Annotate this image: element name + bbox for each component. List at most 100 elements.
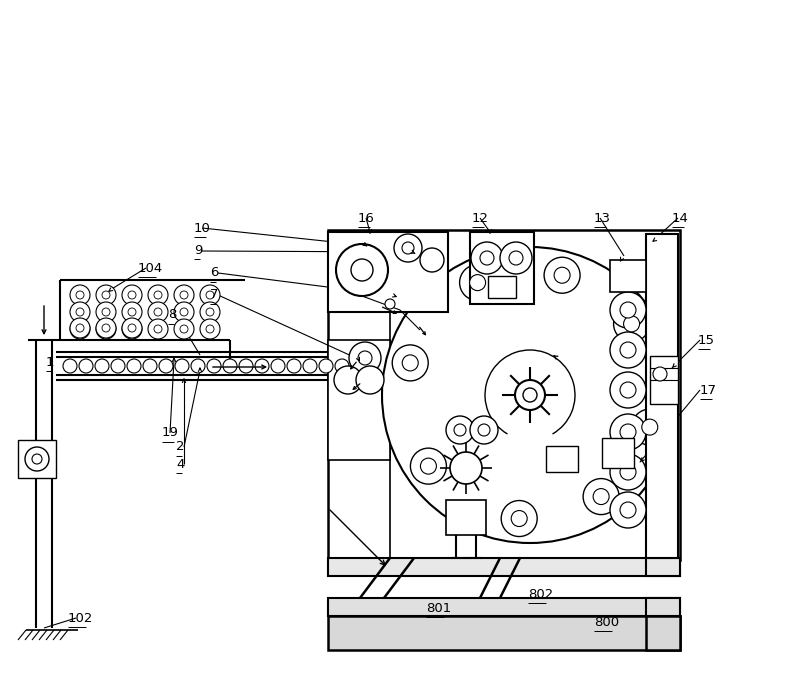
Bar xyxy=(546,446,578,472)
Text: 7: 7 xyxy=(210,289,218,302)
Text: 802: 802 xyxy=(528,588,554,601)
Circle shape xyxy=(402,355,418,371)
Circle shape xyxy=(642,419,658,435)
Circle shape xyxy=(610,372,646,408)
Circle shape xyxy=(303,359,317,373)
Circle shape xyxy=(620,342,636,358)
Bar xyxy=(646,616,680,650)
Text: 801: 801 xyxy=(426,601,451,614)
Circle shape xyxy=(175,359,189,373)
Circle shape xyxy=(200,285,220,305)
Bar xyxy=(488,276,516,298)
Text: 12: 12 xyxy=(472,212,489,225)
Circle shape xyxy=(102,324,110,332)
Bar xyxy=(610,260,646,292)
Circle shape xyxy=(154,325,162,333)
Circle shape xyxy=(102,291,110,299)
Circle shape xyxy=(515,380,545,410)
Circle shape xyxy=(63,359,77,373)
Circle shape xyxy=(620,464,636,480)
Circle shape xyxy=(511,511,527,526)
Circle shape xyxy=(122,285,142,305)
Circle shape xyxy=(501,501,537,537)
Bar xyxy=(446,500,486,535)
Circle shape xyxy=(470,416,498,444)
Text: 4: 4 xyxy=(176,458,184,471)
Circle shape xyxy=(623,316,639,332)
Circle shape xyxy=(122,318,142,338)
Circle shape xyxy=(200,302,220,322)
Circle shape xyxy=(154,308,162,316)
Circle shape xyxy=(154,291,162,299)
Circle shape xyxy=(500,242,532,274)
Circle shape xyxy=(206,291,214,299)
Bar xyxy=(18,440,56,478)
Circle shape xyxy=(122,302,142,322)
Circle shape xyxy=(180,308,188,316)
Text: 800: 800 xyxy=(594,616,619,629)
Circle shape xyxy=(454,424,466,436)
Circle shape xyxy=(191,359,205,373)
Circle shape xyxy=(335,359,349,373)
Bar xyxy=(646,558,680,576)
Circle shape xyxy=(200,319,220,339)
Circle shape xyxy=(79,359,93,373)
Circle shape xyxy=(421,458,437,474)
Circle shape xyxy=(174,319,194,339)
Circle shape xyxy=(96,302,116,322)
Circle shape xyxy=(76,325,84,333)
Circle shape xyxy=(70,302,90,322)
Circle shape xyxy=(610,492,646,528)
Bar xyxy=(328,340,390,460)
Bar xyxy=(328,232,448,312)
Circle shape xyxy=(25,447,49,471)
Circle shape xyxy=(410,448,446,484)
Circle shape xyxy=(544,257,580,294)
Circle shape xyxy=(148,302,168,322)
Circle shape xyxy=(336,244,388,296)
Circle shape xyxy=(239,359,253,373)
Circle shape xyxy=(271,359,285,373)
Circle shape xyxy=(392,345,428,381)
Circle shape xyxy=(480,251,494,265)
Circle shape xyxy=(351,359,365,373)
Circle shape xyxy=(148,285,168,305)
Circle shape xyxy=(351,259,373,281)
Circle shape xyxy=(583,479,619,515)
Circle shape xyxy=(620,502,636,518)
Circle shape xyxy=(70,319,90,339)
Circle shape xyxy=(174,302,194,322)
Circle shape xyxy=(349,342,381,374)
Circle shape xyxy=(620,302,636,318)
Text: 14: 14 xyxy=(672,212,689,225)
Circle shape xyxy=(382,247,678,543)
Circle shape xyxy=(96,319,116,339)
Circle shape xyxy=(207,359,221,373)
Bar xyxy=(650,356,678,404)
Circle shape xyxy=(420,248,444,272)
Text: 6: 6 xyxy=(210,266,218,279)
Circle shape xyxy=(111,359,125,373)
Circle shape xyxy=(96,285,116,305)
Circle shape xyxy=(593,488,609,505)
Text: 9: 9 xyxy=(194,244,202,257)
Text: 2: 2 xyxy=(176,441,185,454)
Circle shape xyxy=(223,359,237,373)
Bar xyxy=(602,438,634,468)
Bar xyxy=(328,230,680,560)
Circle shape xyxy=(446,416,474,444)
Circle shape xyxy=(206,308,214,316)
Circle shape xyxy=(394,234,422,262)
Circle shape xyxy=(620,382,636,398)
Text: 104: 104 xyxy=(138,262,163,274)
Bar xyxy=(328,598,680,616)
Circle shape xyxy=(180,291,188,299)
Circle shape xyxy=(148,319,168,339)
Circle shape xyxy=(95,359,109,373)
Circle shape xyxy=(358,351,372,365)
Circle shape xyxy=(523,388,537,402)
Bar xyxy=(470,232,534,304)
Circle shape xyxy=(614,306,650,342)
Circle shape xyxy=(554,267,570,283)
Text: 1: 1 xyxy=(46,355,54,368)
